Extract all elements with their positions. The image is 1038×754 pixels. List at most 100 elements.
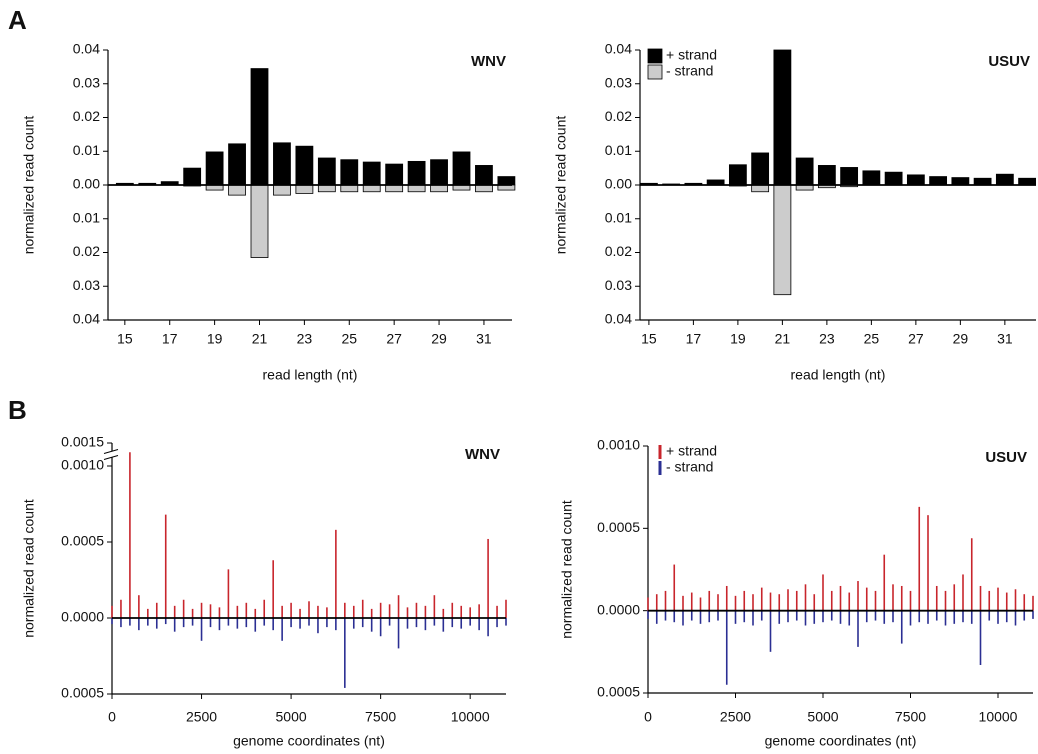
bar <box>250 184 269 258</box>
bar <box>817 165 836 186</box>
x-tick-label: 19 <box>730 331 746 347</box>
bar <box>183 167 202 186</box>
bar <box>228 184 246 196</box>
bar <box>430 184 448 193</box>
bar <box>773 184 792 296</box>
legend-swatch <box>647 64 663 80</box>
x-tick-label: 19 <box>207 331 223 347</box>
y-axis-label: normalized read count <box>21 116 37 255</box>
x-axis-label: genome coordinates (nt) <box>765 733 917 749</box>
y-tick-label: 0.04 <box>605 41 632 57</box>
bar <box>475 165 493 186</box>
x-tick-label: 17 <box>686 331 702 347</box>
y-tick-label: 0.0005 <box>61 533 104 549</box>
y-tick-label: 0.04 <box>73 41 100 57</box>
x-tick-label: 10000 <box>979 709 1018 725</box>
bar <box>362 184 381 193</box>
bar <box>317 184 336 193</box>
bar <box>862 170 881 186</box>
x-tick-label: 5000 <box>276 709 307 725</box>
y-tick-label: 0.01 <box>73 142 100 158</box>
bar <box>362 161 381 186</box>
y-tick-label: 0.04 <box>605 311 632 327</box>
bar <box>1018 177 1037 186</box>
bar <box>407 184 426 193</box>
x-tick-label: 29 <box>431 331 447 347</box>
bar <box>840 167 859 186</box>
bar <box>430 159 448 186</box>
bar <box>205 151 224 186</box>
x-tick-label: 29 <box>953 331 969 347</box>
legend-label: - strand <box>666 63 713 79</box>
panel-label: B <box>8 395 27 425</box>
y-tick-label: 0.01 <box>605 209 632 225</box>
bar <box>317 157 336 186</box>
y-tick-label: 0.01 <box>73 209 100 225</box>
bar <box>951 177 970 186</box>
x-tick-label: 2500 <box>186 709 217 725</box>
bar <box>751 184 770 193</box>
y-tick-label: 0.0000 <box>597 601 640 617</box>
bar <box>295 145 314 186</box>
chart-title: WNV <box>471 53 506 70</box>
bar <box>995 173 1014 186</box>
y-tick-label: 0.00 <box>73 176 100 192</box>
x-tick-label: 15 <box>641 331 657 347</box>
panel-label: A <box>8 5 27 35</box>
y-tick-label: 0.03 <box>605 277 632 293</box>
y-axis-label: normalized read count <box>21 499 37 638</box>
bar <box>452 151 471 186</box>
bar <box>295 184 314 194</box>
y-tick-label: 0.03 <box>73 74 100 90</box>
bar <box>385 163 404 186</box>
y-tick-label: 0.0000 <box>61 609 104 625</box>
y-tick-label: 0.00 <box>605 176 632 192</box>
y-tick-label: 0.0015 <box>61 434 104 450</box>
y-axis-label: normalized read count <box>559 500 575 639</box>
x-tick-label: 23 <box>819 331 835 347</box>
bar <box>751 152 770 186</box>
legend-label: + strand <box>666 443 717 459</box>
y-tick-label: 0.0005 <box>597 519 640 535</box>
x-tick-label: 31 <box>476 331 492 347</box>
x-tick-label: 7500 <box>365 709 396 725</box>
bar <box>475 184 493 193</box>
x-tick-label: 0 <box>644 709 652 725</box>
y-tick-label: 0.0010 <box>597 437 640 453</box>
x-tick-label: 27 <box>386 331 402 347</box>
bar <box>906 174 925 186</box>
chart-title: WNV <box>465 446 500 463</box>
x-tick-label: 10000 <box>451 709 490 725</box>
bar <box>340 159 359 186</box>
bar <box>728 164 747 186</box>
y-tick-label: 0.02 <box>73 243 100 259</box>
bar <box>407 160 426 186</box>
bar <box>497 176 516 186</box>
axis-break <box>103 455 119 460</box>
y-tick-label: 0.0005 <box>61 685 104 701</box>
x-tick-label: 25 <box>864 331 880 347</box>
x-tick-label: 23 <box>297 331 313 347</box>
y-tick-label: 0.04 <box>73 311 100 327</box>
bar <box>273 184 291 196</box>
y-tick-label: 0.02 <box>605 243 632 259</box>
legend-label: - strand <box>666 459 713 475</box>
x-tick-label: 17 <box>162 331 178 347</box>
x-tick-label: 2500 <box>720 709 751 725</box>
x-axis-label: read length (nt) <box>263 367 358 383</box>
bar <box>973 177 992 186</box>
y-tick-label: 0.03 <box>73 277 100 293</box>
axis-break <box>103 449 119 454</box>
x-axis-label: genome coordinates (nt) <box>233 733 385 749</box>
bar <box>773 49 792 186</box>
x-tick-label: 27 <box>908 331 924 347</box>
legend-label: + strand <box>666 47 717 63</box>
bar <box>273 142 291 186</box>
legend-swatch <box>647 48 663 64</box>
x-tick-label: 21 <box>775 331 791 347</box>
x-axis-label: read length (nt) <box>791 367 886 383</box>
bar <box>385 184 404 193</box>
x-tick-label: 7500 <box>895 709 926 725</box>
bar <box>228 143 246 186</box>
